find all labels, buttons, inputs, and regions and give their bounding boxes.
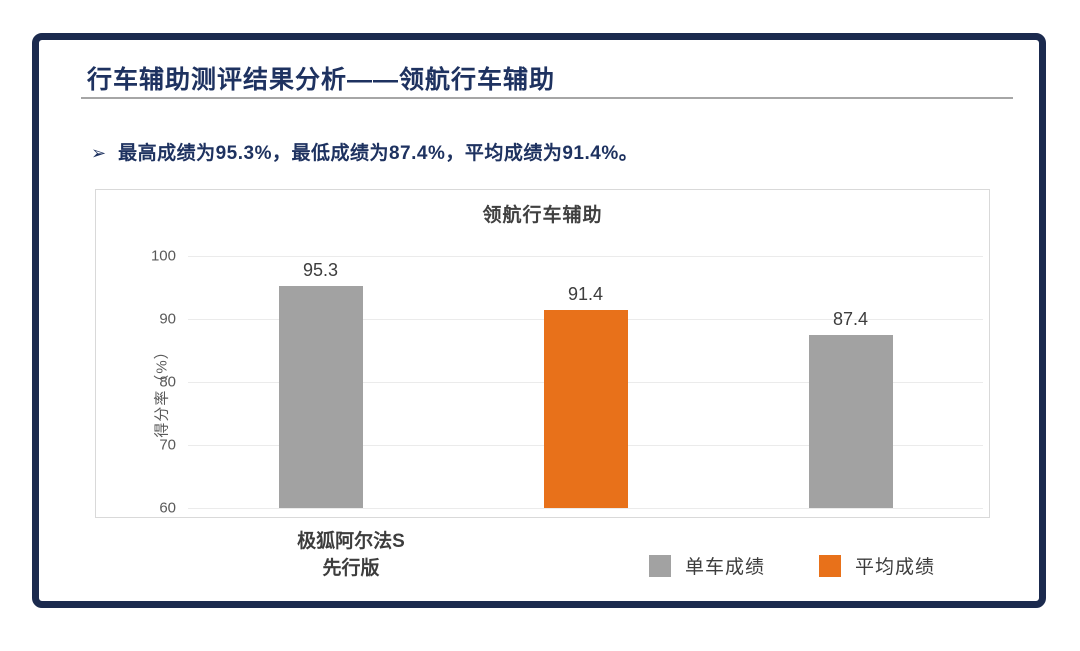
bar-单车成绩-95.3: 95.3 (278, 260, 363, 508)
plot-area: 100 90 80 70 60 95.3 91.4 87.4 (151, 248, 983, 517)
slide-frame: 行车辅助测评结果分析——领航行车辅助 ➢ 最高成绩为95.3%，最低成绩为87.… (32, 33, 1046, 608)
bullet-arrow-icon: ➢ (91, 143, 107, 163)
legend-swatch-icon (649, 554, 671, 577)
summary-bullet: ➢ 最高成绩为95.3%，最低成绩为87.4%，平均成绩为91.4%。 (91, 138, 638, 165)
y-tick-60: 60 (159, 499, 176, 517)
y-axis-label: 得分率（%） (153, 343, 171, 438)
category-line-2: 先行版 (322, 558, 380, 579)
legend-label: 单车成绩 (685, 557, 766, 578)
category-line-1: 极狐阿尔法S (297, 531, 405, 552)
bar-单车成绩-87.4: 87.4 (808, 309, 893, 508)
title-divider (81, 97, 1013, 99)
legend-swatch-icon (819, 554, 842, 577)
y-tick-100: 100 (150, 247, 176, 265)
y-tick-80: 80 (159, 373, 176, 391)
gridline-100 (188, 256, 983, 257)
legend-item-平均成绩: 平均成绩 (819, 552, 935, 579)
legend-item-单车成绩: 单车成绩 (649, 552, 765, 579)
legend-label: 平均成绩 (855, 557, 936, 578)
bar-value-label: 95.3 (302, 259, 339, 280)
bar-平均成绩-91.4: 91.4 (543, 284, 628, 508)
y-tick-70: 70 (159, 436, 176, 454)
chart-title: 领航行车辅助 (482, 205, 603, 226)
chart-legend: 单车成绩 平均成绩 (649, 552, 935, 579)
y-tick-90: 90 (159, 310, 176, 328)
gridline-60 (188, 508, 983, 509)
summary-text: 最高成绩为95.3%，最低成绩为87.4%，平均成绩为91.4%。 (118, 143, 639, 164)
x-axis-category-label: 极狐阿尔法S 先行版 (251, 528, 451, 582)
bar-value-label: 91.4 (567, 284, 604, 305)
bar-value-label: 87.4 (832, 309, 869, 330)
chart-panel: 领航行车辅助 得分率（%） 100 90 80 70 60 95.3 91.4 87.4 (95, 189, 990, 518)
page-title: 行车辅助测评结果分析——领航行车辅助 (87, 66, 556, 94)
